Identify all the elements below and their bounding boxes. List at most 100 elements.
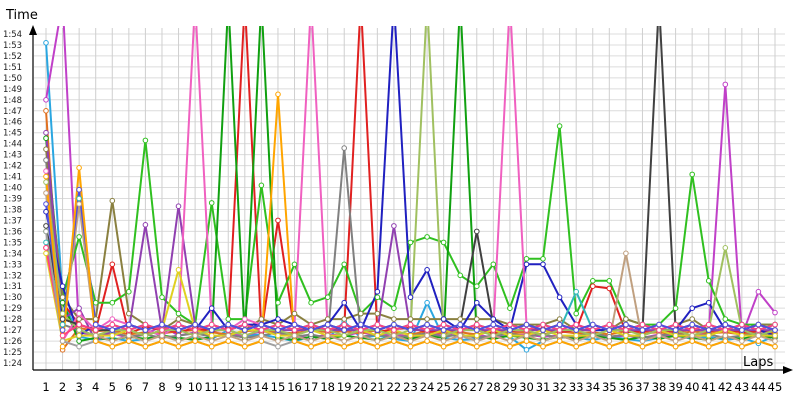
x-axis-title: Laps bbox=[743, 355, 773, 370]
data-point bbox=[407, 332, 414, 339]
data-point bbox=[623, 338, 629, 344]
data-point bbox=[474, 283, 480, 290]
data-point bbox=[242, 321, 248, 328]
data-point bbox=[76, 316, 82, 322]
data-point bbox=[308, 321, 314, 328]
data-point bbox=[407, 343, 414, 350]
data-point bbox=[208, 321, 215, 328]
data-point bbox=[656, 332, 662, 339]
data-point bbox=[457, 332, 464, 339]
data-point bbox=[275, 217, 281, 224]
data-point bbox=[623, 250, 629, 257]
data-point bbox=[590, 327, 596, 333]
y-tick-label: 1:37 bbox=[3, 216, 22, 226]
data-point bbox=[540, 338, 546, 344]
data-point bbox=[275, 343, 281, 350]
data-point bbox=[689, 171, 696, 178]
data-point bbox=[309, 0, 314, 3]
data-point bbox=[623, 316, 629, 322]
data-point bbox=[242, 316, 248, 322]
data-point bbox=[275, 321, 281, 328]
data-point bbox=[507, 305, 513, 312]
y-tick-label: 1:34 bbox=[3, 249, 22, 259]
data-point bbox=[226, 0, 231, 3]
data-point bbox=[440, 332, 447, 339]
x-tick-label: 25 bbox=[436, 380, 451, 394]
data-point bbox=[590, 283, 596, 290]
data-point bbox=[142, 338, 149, 344]
data-point bbox=[639, 327, 646, 333]
data-point bbox=[507, 327, 513, 333]
data-point bbox=[424, 299, 430, 306]
data-point bbox=[175, 343, 182, 350]
data-point bbox=[705, 338, 712, 344]
data-point bbox=[208, 327, 215, 333]
data-point bbox=[358, 327, 364, 333]
data-point bbox=[623, 321, 629, 328]
data-point bbox=[490, 332, 497, 339]
data-point bbox=[142, 222, 149, 228]
data-point bbox=[672, 327, 679, 333]
data-point bbox=[43, 129, 49, 136]
data-point bbox=[606, 338, 613, 344]
data-point bbox=[590, 278, 596, 284]
data-point bbox=[606, 278, 613, 284]
data-point bbox=[208, 343, 215, 350]
data-point bbox=[258, 338, 265, 344]
data-point bbox=[358, 332, 364, 339]
data-point bbox=[159, 338, 165, 344]
data-point bbox=[639, 332, 646, 339]
data-point bbox=[43, 40, 49, 46]
data-point bbox=[109, 197, 116, 204]
data-point bbox=[109, 338, 116, 344]
data-point bbox=[159, 321, 165, 328]
data-point bbox=[308, 327, 314, 333]
x-tick-label: 33 bbox=[569, 380, 584, 394]
data-point bbox=[424, 267, 430, 273]
data-point bbox=[76, 234, 82, 240]
data-point bbox=[507, 332, 513, 339]
x-tick-label: 20 bbox=[353, 380, 368, 394]
data-point bbox=[507, 321, 513, 328]
data-point bbox=[556, 294, 563, 301]
data-point bbox=[126, 288, 132, 295]
data-point bbox=[523, 338, 530, 344]
data-point bbox=[43, 245, 49, 251]
y-tick-label: 1:39 bbox=[3, 195, 22, 205]
data-point bbox=[490, 321, 497, 328]
data-point bbox=[424, 316, 430, 322]
y-tick-label: 1:32 bbox=[3, 271, 22, 281]
y-tick-label: 1:54 bbox=[3, 30, 22, 40]
data-point bbox=[739, 332, 745, 339]
data-point bbox=[573, 338, 580, 344]
x-tick-label: 22 bbox=[387, 380, 402, 394]
x-tick-label: 5 bbox=[109, 380, 116, 394]
data-point bbox=[225, 338, 232, 344]
x-tick-label: 40 bbox=[685, 380, 700, 394]
data-point bbox=[109, 321, 116, 328]
data-point bbox=[772, 327, 778, 333]
data-point bbox=[59, 316, 66, 322]
data-point bbox=[772, 338, 778, 344]
data-point bbox=[705, 327, 712, 333]
data-point bbox=[391, 223, 397, 229]
x-tick-label: 29 bbox=[503, 380, 518, 394]
data-point bbox=[440, 316, 447, 322]
x-tick-label: 11 bbox=[204, 380, 219, 394]
data-point bbox=[573, 327, 580, 333]
data-point bbox=[457, 321, 464, 328]
data-point bbox=[722, 332, 729, 339]
data-point bbox=[490, 327, 497, 333]
data-point bbox=[60, 0, 65, 3]
data-point bbox=[59, 327, 66, 333]
data-point bbox=[43, 97, 49, 103]
data-point bbox=[159, 294, 165, 301]
x-tick-label: 17 bbox=[304, 380, 319, 394]
data-point bbox=[43, 135, 49, 141]
data-point bbox=[159, 332, 165, 339]
x-tick-label: 16 bbox=[287, 380, 302, 394]
data-point bbox=[142, 137, 149, 144]
x-tick-label: 24 bbox=[420, 380, 435, 394]
data-point bbox=[43, 157, 49, 163]
data-point bbox=[755, 321, 762, 328]
